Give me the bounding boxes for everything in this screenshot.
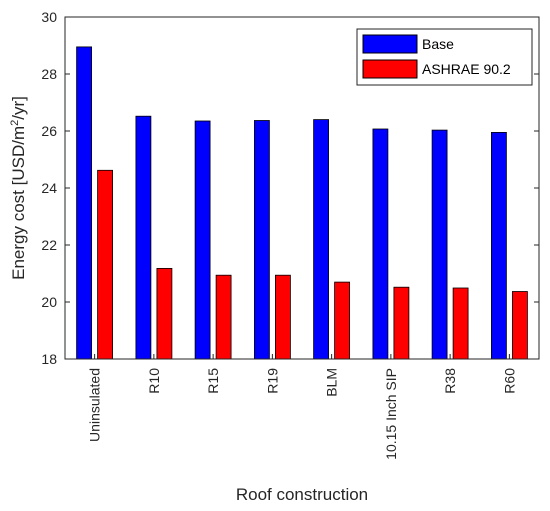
legend-swatch-ashrae [362, 59, 418, 79]
bar-base-4 [313, 119, 330, 360]
bar-base-7 [490, 131, 507, 360]
legend: Base ASHRAE 90.2 [356, 28, 533, 86]
bar-ashrae-1 [156, 267, 173, 360]
legend-swatch-base [362, 34, 418, 54]
x-tick-label: R38 [442, 368, 458, 394]
y-tick-label: 26 [41, 123, 57, 139]
bar-ashrae-3 [274, 274, 291, 360]
legend-label-ashrae: ASHRAE 90.2 [422, 61, 511, 77]
y-tick-label: 28 [41, 66, 57, 82]
y-tick-label: 24 [41, 180, 57, 196]
bar-base-1 [135, 115, 152, 360]
x-tick-label: BLM [324, 368, 340, 397]
x-tick-label: R19 [264, 368, 280, 394]
bar-ashrae-2 [215, 274, 232, 360]
x-tick-label: 10.15 Inch SIP [383, 368, 399, 460]
x-tick-label: Uninsulated [87, 368, 103, 442]
y-tick-label: 22 [41, 237, 57, 253]
bar-ashrae-6 [452, 287, 469, 360]
bar-base-6 [431, 129, 448, 360]
y-axis-ticks: 18 20 22 24 26 28 30 [41, 9, 539, 367]
bar-ashrae-5 [393, 286, 410, 360]
bars-group [76, 46, 528, 360]
x-tick-label: R15 [205, 368, 221, 394]
x-tick-label: R60 [501, 368, 517, 394]
x-axis-label: Roof construction [236, 485, 368, 504]
y-axis-label-prefix: Energy cost [USD/m [9, 126, 28, 280]
y-axis-label-sup: 2 [9, 120, 21, 126]
bar-ashrae-0 [97, 169, 113, 360]
bar-base-0 [76, 46, 92, 360]
bar-ashrae-4 [334, 281, 351, 360]
x-axis-ticks: Uninsulated R10 R15 R19 BLM 10.15 Inch SIP R38… [87, 354, 517, 460]
y-tick-label: 20 [41, 294, 57, 310]
y-tick-label: 30 [41, 9, 57, 25]
x-tick-label: R10 [146, 368, 162, 394]
bar-base-5 [372, 128, 389, 360]
y-axis-label-suffix: /yr] [9, 96, 28, 120]
bar-ashrae-7 [512, 291, 528, 360]
bar-base-3 [253, 120, 270, 360]
y-tick-label: 18 [41, 351, 57, 367]
legend-label-base: Base [422, 36, 454, 52]
bar-base-2 [194, 120, 211, 360]
y-axis-label: Energy cost [USD/m2/yr] [9, 96, 28, 280]
